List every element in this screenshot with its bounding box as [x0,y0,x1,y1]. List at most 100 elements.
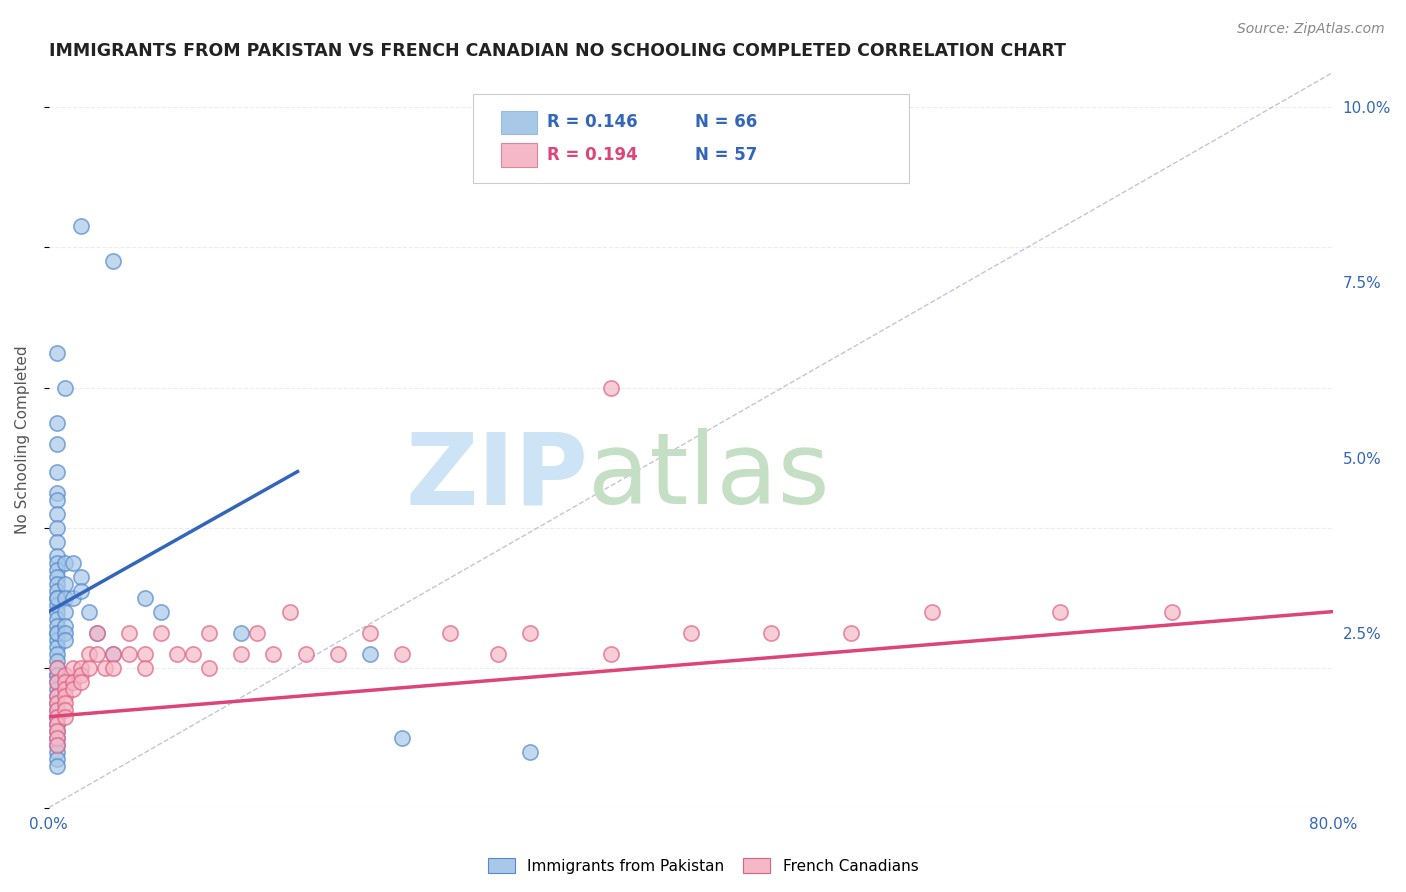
Text: IMMIGRANTS FROM PAKISTAN VS FRENCH CANADIAN NO SCHOOLING COMPLETED CORRELATION C: IMMIGRANTS FROM PAKISTAN VS FRENCH CANAD… [49,42,1066,60]
Text: Source: ZipAtlas.com: Source: ZipAtlas.com [1237,22,1385,37]
Point [759,625,782,640]
Point [599,380,621,394]
Point [45,612,67,626]
Point [679,625,702,640]
Point [62,591,84,605]
Point [53,674,76,689]
Point [70,660,93,674]
Point [101,660,124,674]
Point [134,591,156,605]
Point [391,731,413,745]
Y-axis label: No Schooling Completed: No Schooling Completed [15,346,30,534]
Point [62,681,84,696]
Point [118,647,141,661]
Point [45,709,67,723]
Point [45,703,67,717]
Point [53,576,76,591]
Point [45,758,67,772]
Point [53,556,76,570]
Point [599,647,621,661]
Point [45,689,67,703]
Point [45,345,67,359]
Point [70,219,93,234]
Point [278,605,301,619]
Point [77,660,100,674]
Text: R = 0.194: R = 0.194 [547,145,638,164]
Point [45,716,67,731]
Point [45,731,67,745]
Point [486,647,509,661]
Point [391,647,413,661]
Point [45,696,67,710]
Text: N = 66: N = 66 [695,113,756,131]
Point [181,647,204,661]
Point [53,689,76,703]
Point [45,647,67,661]
Point [53,696,76,710]
Point [45,436,67,450]
Point [53,667,76,681]
Point [45,492,67,507]
Point [45,681,67,696]
Point [198,625,221,640]
Point [45,738,67,752]
Point [45,507,67,521]
Point [53,605,76,619]
Point [53,709,76,723]
Point [118,625,141,640]
Point [326,647,349,661]
Point [45,549,67,563]
Point [45,576,67,591]
Point [45,667,67,681]
Point [198,660,221,674]
Point [53,618,76,632]
Point [86,647,108,661]
Point [45,654,67,668]
Point [45,605,67,619]
Text: N = 57: N = 57 [695,145,756,164]
Point [62,660,84,674]
Point [45,660,67,674]
Point [53,591,76,605]
Point [45,703,67,717]
Legend: Immigrants from Pakistan, French Canadians: Immigrants from Pakistan, French Canadia… [482,852,924,880]
Point [45,598,67,612]
Point [45,625,67,640]
Point [53,632,76,647]
Point [70,583,93,598]
Text: ZIP: ZIP [405,428,588,525]
Point [86,625,108,640]
Point [841,625,863,640]
Point [166,647,188,661]
Point [359,647,381,661]
Point [53,625,76,640]
Point [45,520,67,534]
Point [101,254,124,268]
Point [263,647,285,661]
Point [45,660,67,674]
Point [70,569,93,583]
Point [45,640,67,654]
Point [150,605,173,619]
Point [45,591,67,605]
Point [45,745,67,759]
Point [45,485,67,500]
Point [439,625,461,640]
Point [45,534,67,549]
Point [359,625,381,640]
Point [45,696,67,710]
Point [101,647,124,661]
Point [45,716,67,731]
Point [231,647,253,661]
Point [45,569,67,583]
Point [519,745,541,759]
Point [53,703,76,717]
Point [53,681,76,696]
Point [101,647,124,661]
Point [921,605,943,619]
Text: atlas: atlas [588,428,830,525]
Point [45,556,67,570]
Point [45,632,67,647]
Point [134,647,156,661]
Point [45,738,67,752]
